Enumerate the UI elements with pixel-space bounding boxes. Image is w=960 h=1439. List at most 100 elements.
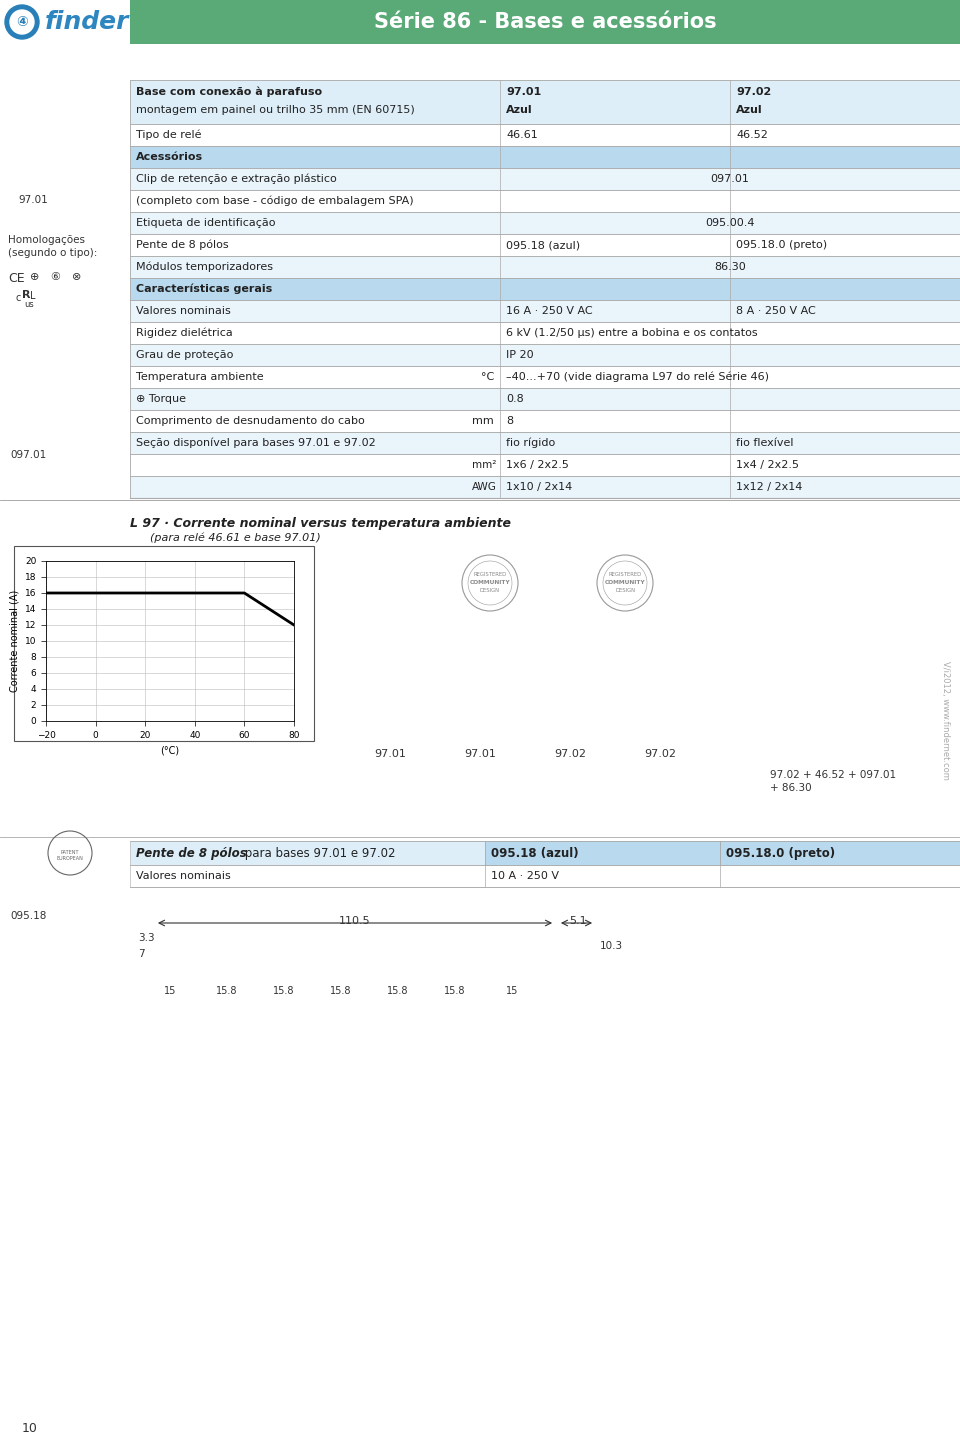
Bar [130, 124, 960, 145]
Text: V/i2012, www.findernet.com: V/i2012, www.findernet.com [941, 661, 950, 780]
Text: 97.02: 97.02 [644, 750, 676, 758]
Text: ⊕ Torque: ⊕ Torque [136, 394, 186, 404]
Text: 46.61: 46.61 [506, 130, 538, 140]
Text: PATENT: PATENT [60, 850, 80, 856]
Text: Valores nominais: Valores nominais [136, 307, 230, 317]
X-axis label: (°C): (°C) [160, 745, 180, 755]
Text: 97.01: 97.01 [506, 86, 541, 96]
Text: Valores nominais: Valores nominais [136, 871, 230, 881]
Bar [130, 366, 960, 389]
Text: 97.02: 97.02 [736, 86, 771, 96]
Text: 7: 7 [138, 948, 145, 958]
Bar [130, 212, 960, 235]
Text: 095.18 (azul): 095.18 (azul) [506, 240, 580, 250]
Bar [130, 410, 960, 432]
Text: 8 A · 250 V AC: 8 A · 250 V AC [736, 307, 816, 317]
Text: ⑥: ⑥ [50, 272, 60, 282]
Text: ④: ④ [16, 14, 28, 29]
Text: finder: finder [45, 10, 130, 35]
Text: Pente de 8 pólos: Pente de 8 pólos [136, 846, 247, 859]
Text: montagem em painel ou trilho 35 mm (EN 60715): montagem em painel ou trilho 35 mm (EN 6… [136, 105, 415, 115]
Text: 15.8: 15.8 [444, 986, 466, 996]
Text: (segundo o tipo):: (segundo o tipo): [8, 248, 97, 258]
Bar [130, 145, 960, 168]
Bar [130, 256, 960, 278]
Text: Tipo de relé: Tipo de relé [136, 130, 202, 140]
Text: + 86.30: + 86.30 [770, 783, 811, 793]
Text: Base com conexão à parafuso: Base com conexão à parafuso [136, 86, 323, 98]
Y-axis label: Corrente nominal (A): Corrente nominal (A) [10, 590, 19, 692]
Circle shape [5, 4, 39, 39]
Text: Seção disponível para bases 97.01 e 97.02: Seção disponível para bases 97.01 e 97.0… [136, 437, 375, 449]
Text: 10.3: 10.3 [600, 941, 623, 951]
Text: mm²: mm² [472, 460, 496, 471]
Text: 095.18.0 (preto): 095.18.0 (preto) [726, 846, 835, 859]
Text: Pente de 8 pólos: Pente de 8 pólos [136, 240, 228, 250]
Bar [130, 168, 960, 190]
Bar [14, 545, 314, 741]
Text: Azul: Azul [736, 105, 762, 115]
Bar [130, 344, 960, 366]
Text: c: c [16, 294, 21, 304]
Text: AWG: AWG [472, 482, 497, 492]
Text: 97.02: 97.02 [554, 750, 586, 758]
Text: para bases 97.01 e 97.02: para bases 97.01 e 97.02 [241, 846, 396, 859]
Bar [130, 432, 960, 453]
Text: L: L [30, 291, 36, 301]
Text: Azul: Azul [506, 105, 533, 115]
Text: Grau de proteção: Grau de proteção [136, 350, 233, 360]
Text: us: us [24, 299, 34, 309]
Text: 095.00.4: 095.00.4 [706, 217, 755, 227]
Text: Módulos temporizadores: Módulos temporizadores [136, 262, 273, 272]
Text: 97.01: 97.01 [374, 750, 406, 758]
Text: Clip de retenção e extração plástico: Clip de retenção e extração plástico [136, 174, 337, 184]
Text: –40...+70 (vide diagrama L97 do relé Série 46): –40...+70 (vide diagrama L97 do relé Sér… [506, 371, 769, 383]
Text: 86.30: 86.30 [714, 262, 746, 272]
Text: 1x4 / 2x2.5: 1x4 / 2x2.5 [736, 460, 799, 471]
Text: 095.18.0 (preto): 095.18.0 (preto) [736, 240, 828, 250]
Text: EUROPEAN: EUROPEAN [57, 856, 84, 861]
Text: (completo com base - código de embalagem SPA): (completo com base - código de embalagem… [136, 196, 414, 206]
Bar [130, 476, 960, 498]
Text: 15.8: 15.8 [330, 986, 351, 996]
Text: fio flexível: fio flexível [736, 437, 794, 448]
Bar [130, 389, 960, 410]
Text: 6 kV (1.2/50 µs) entre a bobina e os contatos: 6 kV (1.2/50 µs) entre a bobina e os con… [506, 328, 757, 338]
Text: 1x6 / 2x2.5: 1x6 / 2x2.5 [506, 460, 569, 471]
Text: ⊕: ⊕ [30, 272, 39, 282]
Text: 1x12 / 2x14: 1x12 / 2x14 [736, 482, 803, 492]
Text: fio rígido: fio rígido [506, 437, 555, 449]
Text: ⊗: ⊗ [72, 272, 82, 282]
Text: Série 86 - Bases e acessórios: Série 86 - Bases e acessórios [373, 12, 716, 32]
Text: 15: 15 [164, 986, 177, 996]
Text: 097.01: 097.01 [10, 450, 46, 460]
Text: REGISTERED: REGISTERED [609, 573, 641, 577]
Bar [130, 81, 960, 124]
Bar [485, 840, 720, 865]
Text: Homologações: Homologações [8, 235, 85, 245]
Bar [130, 865, 960, 886]
Text: 15.8: 15.8 [274, 986, 295, 996]
Bar [130, 235, 960, 256]
Text: 46.52: 46.52 [736, 130, 768, 140]
Text: Características gerais: Características gerais [136, 283, 273, 294]
Text: 095.18: 095.18 [10, 911, 46, 921]
Text: (para relé 46.61 e base 97.01): (para relé 46.61 e base 97.01) [150, 532, 321, 544]
Text: 15.8: 15.8 [387, 986, 409, 996]
Text: COMMUNITY: COMMUNITY [605, 580, 645, 586]
Bar [130, 322, 960, 344]
Text: 8: 8 [506, 416, 514, 426]
Text: 3.3: 3.3 [138, 932, 155, 943]
Text: 097.01: 097.01 [710, 174, 750, 184]
Bar [130, 190, 960, 212]
Text: Etiqueta de identificação: Etiqueta de identificação [136, 217, 276, 227]
Text: 15.8: 15.8 [216, 986, 238, 996]
Text: °C: °C [481, 373, 494, 381]
Text: Comprimento de desnudamento do cabo: Comprimento de desnudamento do cabo [136, 416, 365, 426]
Text: 15: 15 [506, 986, 518, 996]
Bar [130, 453, 960, 476]
Text: 10: 10 [22, 1422, 37, 1435]
Text: IP 20: IP 20 [506, 350, 534, 360]
Text: L 97 · Corrente nominal versus temperatura ambiente: L 97 · Corrente nominal versus temperatu… [130, 518, 511, 531]
Text: mm: mm [472, 416, 494, 426]
